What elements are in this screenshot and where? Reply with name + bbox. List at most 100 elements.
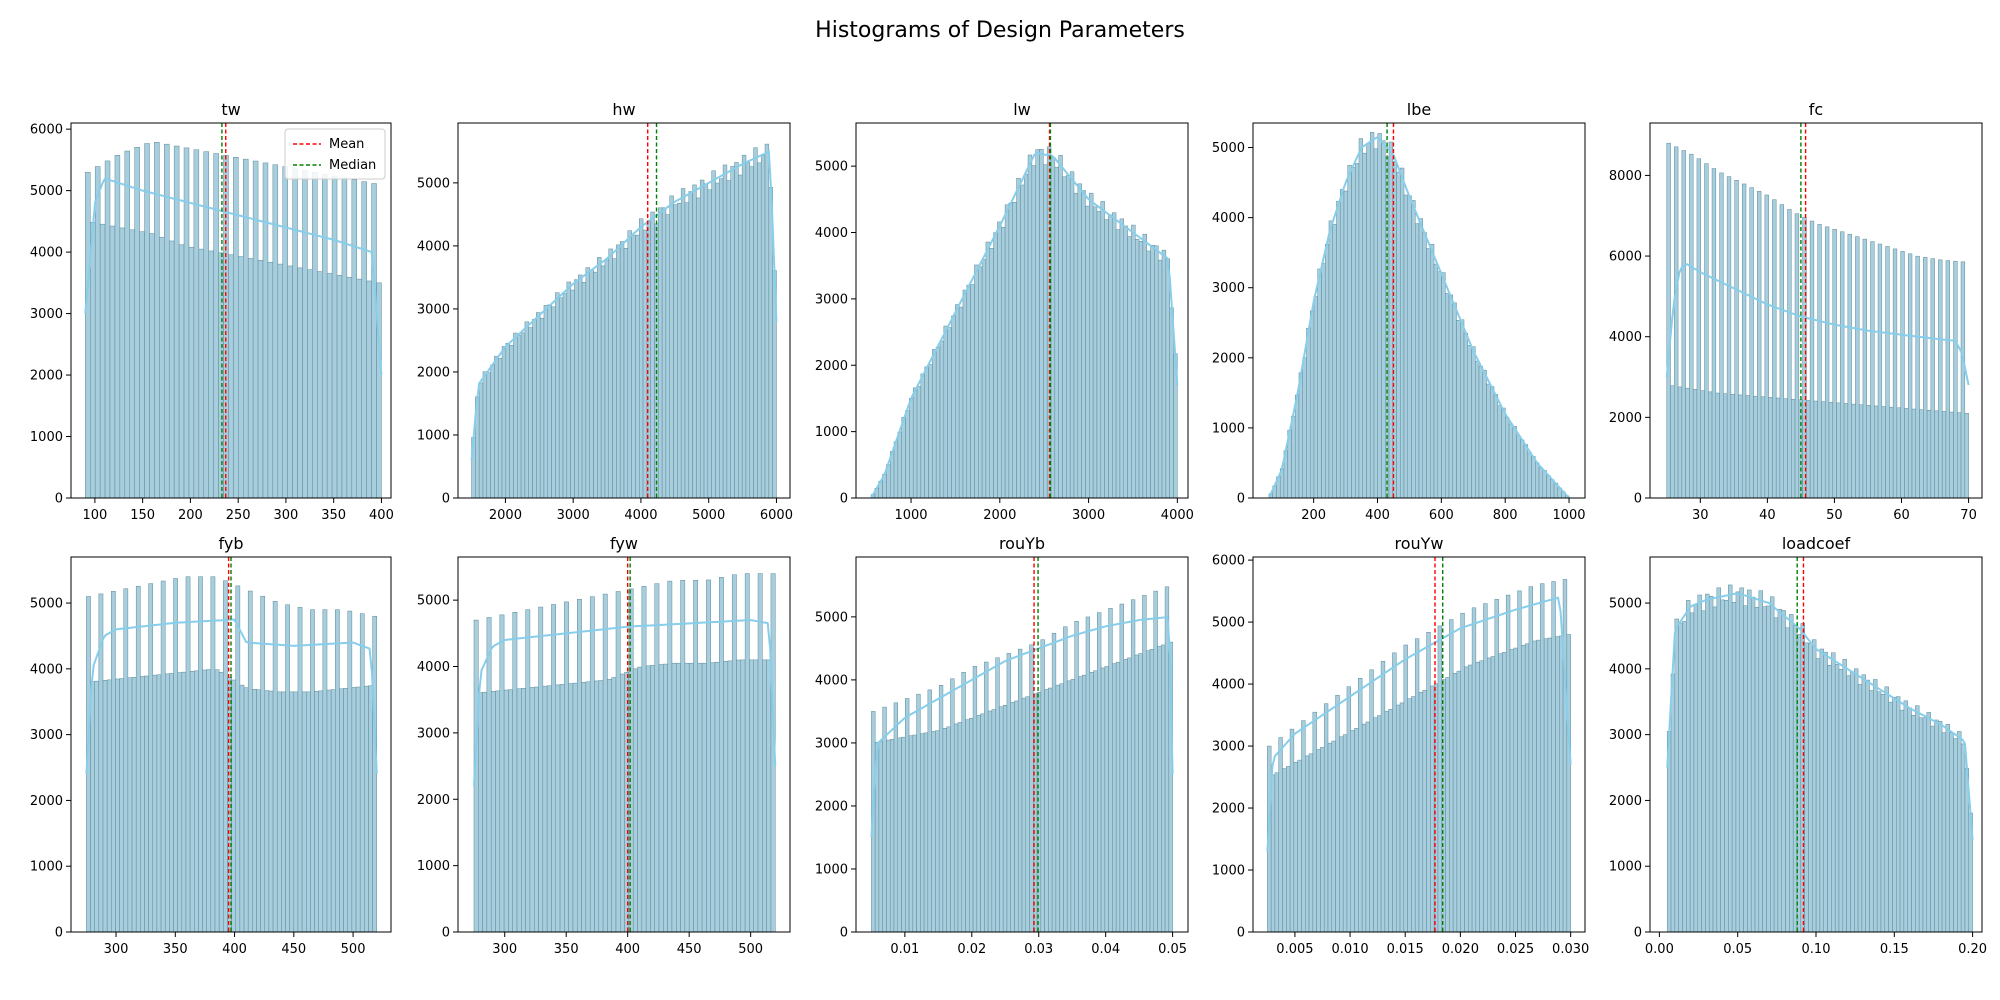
histogram-bar — [490, 691, 496, 933]
histogram-bar — [1884, 686, 1889, 933]
y-tick-label: 4000 — [1212, 211, 1245, 226]
histogram-bar — [542, 685, 548, 933]
histogram-bar — [1915, 255, 1920, 499]
histogram-bar — [1892, 696, 1897, 933]
histogram-bar — [1708, 595, 1714, 933]
x-tick-label: 40 — [1759, 508, 1776, 523]
histogram-bar — [1806, 400, 1811, 499]
histogram-bar — [1081, 674, 1087, 933]
histogram-bar — [955, 304, 960, 499]
histogram-bar — [1104, 219, 1109, 499]
histogram-bar — [564, 601, 569, 933]
histogram-bar — [966, 284, 971, 499]
histogram-bar — [1674, 618, 1679, 933]
histogram-bar — [285, 604, 290, 933]
histogram-bar — [1796, 634, 1802, 933]
histogram-bar — [1550, 479, 1555, 499]
histogram-bar — [173, 578, 178, 933]
histogram-bar — [1907, 707, 1912, 933]
kde-line — [870, 152, 1179, 499]
y-tick-label: 5000 — [1609, 597, 1642, 612]
histogram-bar — [1674, 146, 1679, 499]
histogram-bar — [543, 305, 549, 499]
histogram-bar — [517, 335, 522, 499]
histogram-bar — [314, 691, 319, 933]
histogram-bar — [134, 147, 140, 499]
histogram-bar — [1297, 759, 1302, 933]
histogram-bar — [1735, 591, 1741, 933]
histogram-bar — [1787, 209, 1792, 499]
histogram-bar — [1836, 402, 1841, 499]
histogram-bar — [1750, 596, 1756, 933]
histogram-bar — [1070, 679, 1075, 933]
histogram-bar — [1377, 133, 1382, 499]
y-tick-label: 3000 — [417, 302, 450, 317]
histogram-bar — [524, 321, 529, 499]
histogram-bar — [94, 166, 101, 499]
histogram-bar — [555, 292, 560, 499]
histogram-bar — [1422, 689, 1427, 933]
histogram-bar — [1743, 605, 1748, 933]
histogram-bar — [198, 248, 205, 499]
histogram-bar — [897, 737, 902, 933]
histogram-bar — [1100, 667, 1106, 933]
histogram-bar — [1757, 191, 1762, 499]
histogram-bars — [870, 146, 1178, 499]
histogram-bar — [624, 672, 630, 933]
histogram-bars — [86, 576, 378, 933]
histogram-bar — [889, 739, 895, 933]
histogram-bar — [1926, 410, 1932, 499]
histogram-bar — [1858, 404, 1864, 499]
y-tick-label: 3000 — [30, 307, 63, 322]
histogram-bar — [355, 686, 361, 933]
histogram-bar — [1073, 192, 1079, 499]
histogram-bar — [760, 155, 766, 499]
histogram-bar — [650, 665, 655, 933]
y-tick-label: 4000 — [417, 239, 450, 254]
histogram-bar — [181, 671, 187, 933]
histogram-bar — [194, 670, 199, 933]
histogram-bar — [1399, 702, 1405, 933]
histogram-bar — [604, 259, 610, 499]
x-tick-label: 400 — [1365, 508, 1390, 523]
histogram-bar — [1817, 224, 1822, 499]
histogram-bar — [339, 688, 344, 933]
histogram-bar — [1115, 229, 1121, 499]
histogram-bar — [533, 686, 539, 933]
histogram-bar — [1396, 171, 1401, 499]
histogram-bar — [1937, 721, 1943, 933]
x-tick-label: 300 — [274, 508, 299, 523]
histogram-bar — [276, 691, 282, 933]
x-tick-label: 3000 — [557, 508, 590, 523]
histogram-bar — [1934, 410, 1939, 499]
subplot-title: hw — [612, 100, 635, 119]
histogram-bar — [1689, 153, 1694, 499]
histogram-bar — [1161, 249, 1167, 499]
x-tick-label: 150 — [130, 508, 155, 523]
histogram-bar — [1392, 652, 1397, 933]
y-tick-label: 1000 — [30, 430, 63, 445]
x-tick-label: 0.05 — [1723, 942, 1752, 957]
histogram-bar — [1460, 612, 1465, 933]
histogram-bar — [1293, 761, 1298, 933]
subplot-hw: hw 2000 3000 4000 5000 6000 0 1000 2000 3000 4000 5… — [417, 100, 793, 523]
histogram-bar — [749, 659, 754, 933]
histogram-bar — [1332, 224, 1337, 499]
y-tick-label: 4000 — [30, 662, 63, 677]
histogram-bar — [1934, 719, 1939, 933]
histogram-bar — [1738, 394, 1743, 499]
histogram-bar — [1760, 396, 1766, 499]
histogram-bar — [104, 160, 111, 499]
histogram-bar — [1546, 475, 1551, 499]
histogram-bar — [1006, 653, 1011, 933]
histogram-bar — [1331, 740, 1336, 933]
histogram-bar — [1479, 660, 1484, 933]
histogram-bar — [1918, 717, 1924, 933]
histogram-bar — [1528, 586, 1533, 933]
subplot-rouYw: rouYw 0.005 0.010 0.015 0.020 0.025 0.030 0 1000… — [1212, 534, 1589, 957]
histogram-bar — [1728, 584, 1733, 933]
histogram-bar — [637, 666, 643, 933]
histogram-bar — [297, 267, 303, 499]
histogram-bar — [680, 188, 686, 499]
